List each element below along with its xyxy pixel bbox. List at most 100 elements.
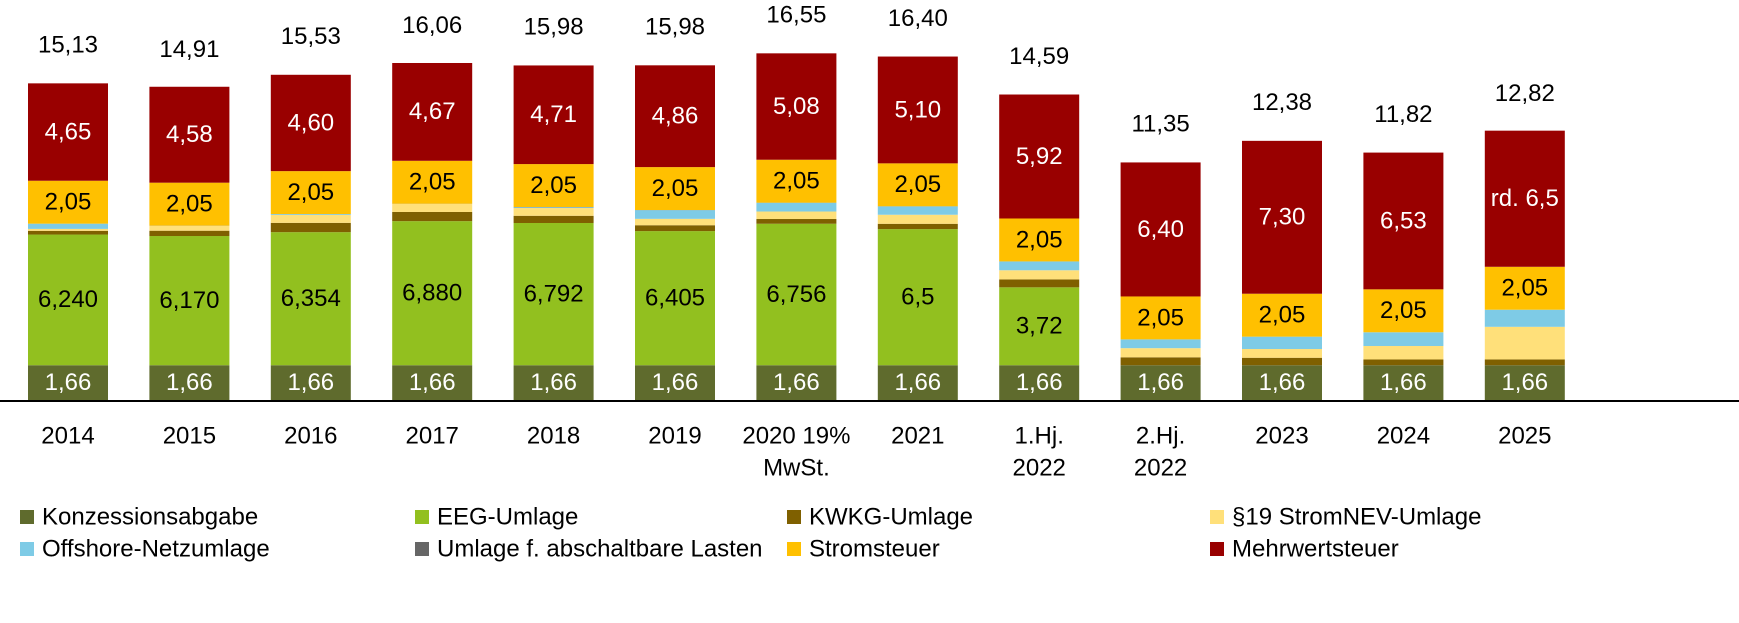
bar-segment (149, 86, 230, 183)
bar-segment (28, 228, 108, 231)
bar-segment (999, 218, 1080, 262)
bar-segment (877, 206, 958, 215)
bar-segment (1484, 266, 1565, 310)
bar-segment (635, 167, 715, 211)
x-tick-label: 2023 (1255, 422, 1308, 449)
total-label: 12,38 (1252, 89, 1312, 116)
bar-segment (756, 223, 837, 366)
bar-segment (1120, 348, 1201, 358)
value-label: 1,66 (773, 369, 820, 396)
bar-segment (1242, 140, 1322, 294)
legend-label: KWKG-Umlage (809, 503, 973, 530)
x-tick-label: 2019 (648, 422, 701, 449)
value-label: 2,05 (530, 172, 577, 199)
total-label: 15,53 (281, 23, 341, 50)
value-label: 2,05 (166, 190, 213, 217)
value-label: 7,30 (1259, 204, 1306, 231)
bar-segment (756, 365, 837, 400)
value-label: 1,66 (1501, 369, 1548, 396)
bar-segment (1120, 339, 1201, 349)
bar-segment (1242, 336, 1322, 350)
legend-label: Stromsteuer (809, 535, 940, 562)
total-label: 15,98 (524, 14, 584, 41)
x-tick-label: 2021 (891, 422, 944, 449)
x-tick-label: 2020 19% (742, 422, 850, 449)
x-tick-label: 1.Hj. (1015, 422, 1064, 449)
x-tick-label: 2017 (406, 422, 459, 449)
value-label: 3,72 (1016, 313, 1063, 340)
value-label: 6,170 (159, 287, 219, 314)
total-label: 11,82 (1374, 101, 1432, 128)
value-label: 5,10 (894, 96, 941, 123)
bar-segment (635, 65, 715, 168)
total-label: 16,40 (888, 5, 948, 32)
legend-label: Konzessionsabgabe (42, 503, 258, 530)
bar-segment (392, 365, 473, 400)
bar-segment (270, 74, 351, 172)
bar-segment (1484, 130, 1565, 267)
bar-segment (270, 222, 351, 233)
total-label: 12,82 (1495, 80, 1555, 107)
value-label: 6,405 (645, 285, 705, 312)
bar-segment (1363, 332, 1444, 347)
legend-swatch (1210, 542, 1224, 556)
bar-segment (513, 222, 594, 366)
x-tick-label: 2018 (527, 422, 580, 449)
value-label: 2,05 (409, 169, 456, 196)
bar-segment (270, 232, 351, 366)
bar-segment (1120, 162, 1201, 297)
bar-segment (513, 365, 594, 400)
value-label: 2,05 (1259, 302, 1306, 329)
bar-segment (513, 65, 594, 165)
bar-segment (999, 94, 1080, 219)
total-label: 14,59 (1009, 43, 1069, 70)
bar-segment (877, 365, 958, 400)
legend-label: Mehrwertsteuer (1232, 535, 1399, 562)
bar-segment (635, 225, 715, 232)
bar-segment (28, 365, 108, 400)
bar-segment (635, 365, 715, 400)
value-label: 6,354 (281, 285, 341, 312)
bar-segment (28, 230, 108, 235)
bar-segment (270, 365, 351, 400)
bar-segment (1363, 152, 1444, 290)
bar-segment (635, 210, 715, 219)
x-tick-label: 2.Hj. (1136, 422, 1185, 449)
legend-label: Offshore-Netzumlage (42, 535, 270, 562)
bar-segment (513, 164, 594, 208)
value-label: 6,756 (766, 281, 826, 308)
total-label: 16,06 (402, 12, 462, 39)
bar-segment (635, 218, 715, 226)
x-tick-label: 2022 (1013, 454, 1066, 481)
value-label: 1,66 (1016, 369, 1063, 396)
bar-segment (392, 221, 473, 366)
bar-segment (1120, 365, 1201, 400)
value-label: 6,792 (524, 280, 584, 307)
bar-segment (1363, 289, 1444, 333)
bar-segment (999, 365, 1080, 400)
legend-label: Umlage f. abschaltbare Lasten (437, 535, 763, 562)
bar-segment (877, 163, 958, 207)
value-label: 1,66 (652, 369, 699, 396)
bar-segment (513, 208, 594, 216)
bar-segment (999, 279, 1080, 288)
value-label: 2,05 (1501, 275, 1548, 302)
value-label: 6,40 (1137, 216, 1184, 243)
x-tick-label: 2014 (41, 422, 94, 449)
value-label: 6,53 (1380, 207, 1427, 234)
bar-segment (756, 211, 837, 220)
bar-segment (28, 223, 108, 229)
total-label: 15,98 (645, 14, 705, 41)
value-label: 4,60 (287, 109, 334, 136)
legend-swatch (415, 510, 429, 524)
value-label: 4,71 (530, 101, 577, 128)
bar-segment (999, 261, 1080, 271)
legend-label: EEG-Umlage (437, 503, 578, 530)
value-label: 2,05 (652, 175, 699, 202)
bar-segment (1484, 359, 1565, 366)
bar-segment (28, 234, 108, 366)
value-label: 2,05 (1380, 297, 1427, 324)
value-label: 6,240 (38, 286, 98, 313)
legend-swatch (787, 542, 801, 556)
